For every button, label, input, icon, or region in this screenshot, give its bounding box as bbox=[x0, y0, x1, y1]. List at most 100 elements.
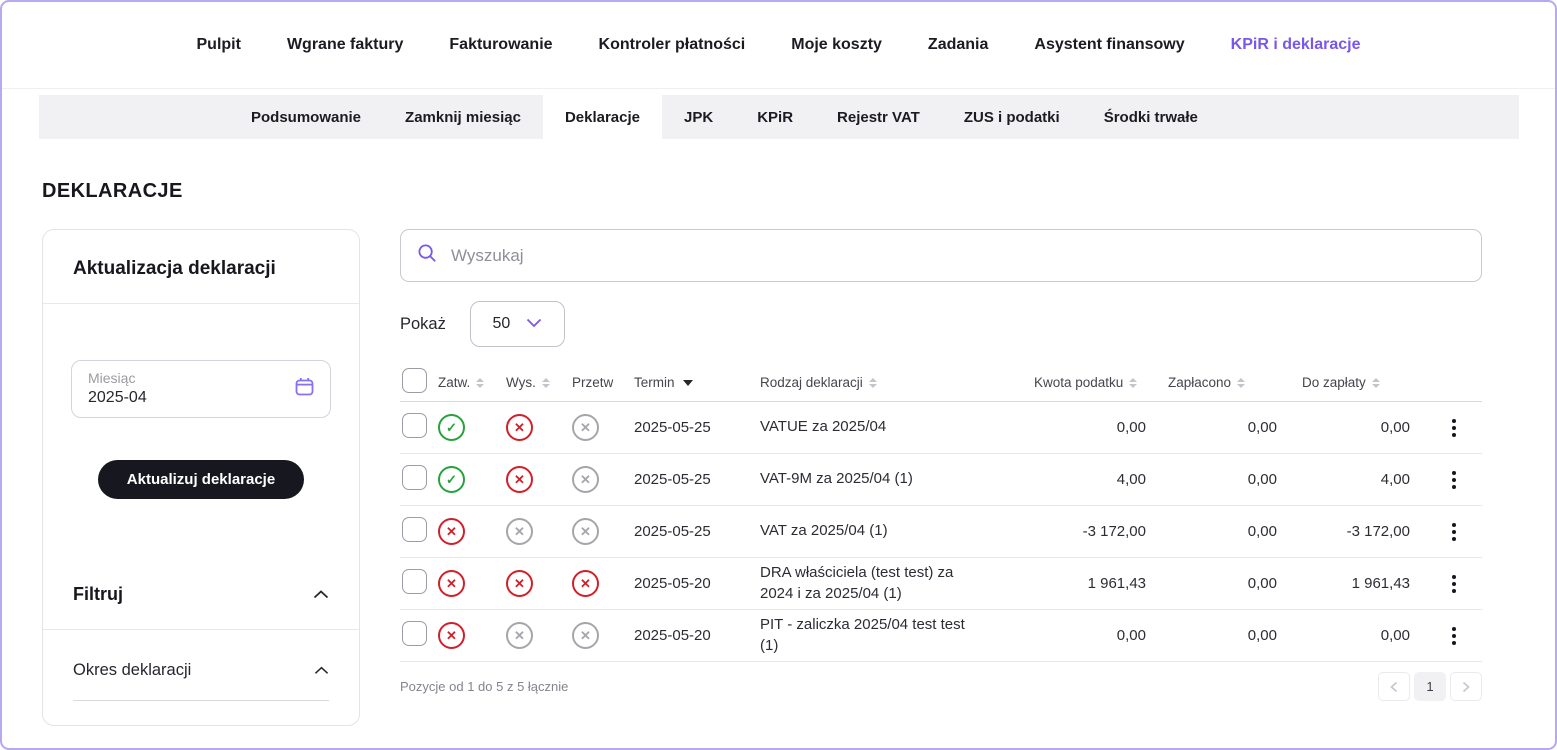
column-header-wys[interactable]: Wys. bbox=[506, 375, 572, 390]
calendar-icon[interactable] bbox=[294, 376, 315, 402]
update-declarations-button[interactable]: Aktualizuj deklaracje bbox=[97, 460, 305, 499]
tab-deklaracje[interactable]: Deklaracje bbox=[542, 95, 662, 139]
kwota-cell: 4,00 bbox=[1116, 471, 1146, 488]
divider bbox=[43, 303, 359, 304]
column-header-rodzaj[interactable]: Rodzaj deklaracji bbox=[760, 375, 1002, 390]
processed-status-icon bbox=[572, 518, 599, 545]
divider bbox=[43, 629, 359, 630]
approved-status-icon bbox=[438, 518, 465, 545]
approved-status-icon bbox=[438, 570, 465, 597]
declarations-table: Zatw. Wys. Przetw Termin Rodzaj deklarac… bbox=[400, 364, 1482, 701]
row-checkbox[interactable] bbox=[402, 620, 427, 646]
sort-icon bbox=[1371, 377, 1380, 388]
row-menu-kebab-icon[interactable] bbox=[1444, 518, 1464, 546]
update-declarations-card: Aktualizacja deklaracji Miesiąc 2025-04 bbox=[42, 229, 360, 726]
sub-navigation: Podsumowanie Zamknij miesiąc Deklaracje … bbox=[39, 95, 1519, 139]
row-checkbox[interactable] bbox=[402, 464, 427, 490]
column-header-przetw: Przetw bbox=[572, 375, 614, 390]
tab-jpk[interactable]: JPK bbox=[684, 108, 714, 126]
pagination-prev-button[interactable] bbox=[1378, 672, 1410, 701]
sent-status-icon bbox=[506, 414, 533, 441]
row-checkbox[interactable] bbox=[402, 568, 427, 594]
table-header-row: Zatw. Wys. Przetw Termin Rodzaj deklarac… bbox=[400, 364, 1482, 402]
chevron-right-icon bbox=[1462, 681, 1470, 693]
pagination: 1 bbox=[1378, 672, 1482, 701]
sent-status-icon bbox=[506, 466, 533, 493]
row-checkbox[interactable] bbox=[402, 516, 427, 542]
nav-item-kontroler-platnosci[interactable]: Kontroler płatności bbox=[598, 36, 746, 53]
column-header-zaplacono[interactable]: Zapłacono bbox=[1162, 375, 1294, 390]
row-menu-kebab-icon[interactable] bbox=[1444, 570, 1464, 598]
nav-item-pulpit[interactable]: Pulpit bbox=[196, 36, 241, 53]
do-zaplaty-cell: 1 961,43 bbox=[1351, 575, 1410, 592]
termin-cell: 2025-05-25 bbox=[634, 419, 711, 436]
approved-status-icon bbox=[438, 466, 465, 493]
row-checkbox[interactable] bbox=[402, 412, 427, 438]
chevron-down-icon bbox=[526, 315, 542, 333]
sort-desc-icon bbox=[682, 379, 693, 386]
kwota-cell: 1 961,43 bbox=[1087, 575, 1146, 592]
row-menu-kebab-icon[interactable] bbox=[1444, 622, 1464, 650]
tab-rejestr-vat[interactable]: Rejestr VAT bbox=[837, 108, 920, 126]
sort-icon bbox=[868, 377, 877, 388]
search-box bbox=[400, 229, 1482, 282]
nav-item-fakturowanie[interactable]: Fakturowanie bbox=[449, 36, 553, 53]
table-row: 2025-05-25 VAT-9M za 2025/04 (1) 4,00 0,… bbox=[400, 454, 1482, 506]
show-label: Pokaż bbox=[400, 314, 446, 333]
column-header-zatw[interactable]: Zatw. bbox=[438, 375, 506, 390]
processed-status-icon bbox=[572, 570, 599, 597]
nav-item-moje-koszty[interactable]: Moje koszty bbox=[791, 36, 882, 53]
nav-item-asystent-finansowy[interactable]: Asystent finansowy bbox=[1034, 36, 1185, 53]
filter-section-okres-deklaracji[interactable]: Okres deklaracji bbox=[73, 661, 329, 680]
nav-item-kpir-i-deklaracje[interactable]: KPiR i deklaracje bbox=[1230, 36, 1361, 53]
table-row: 2025-05-20 PIT - zaliczka 2025/04 test t… bbox=[400, 610, 1482, 662]
kwota-cell: 0,00 bbox=[1116, 419, 1146, 436]
sent-status-icon bbox=[506, 570, 533, 597]
approved-status-icon bbox=[438, 622, 465, 649]
termin-cell: 2025-05-20 bbox=[634, 627, 711, 644]
filter-header-label: Filtruj bbox=[73, 584, 123, 604]
page-size-select[interactable]: 50 bbox=[469, 301, 565, 347]
tab-podsumowanie[interactable]: Podsumowanie bbox=[251, 108, 362, 126]
kwota-cell: -3 172,00 bbox=[1082, 523, 1146, 540]
tab-zamknij-miesiac[interactable]: Zamknij miesiąc bbox=[405, 108, 521, 126]
sort-icon bbox=[1237, 377, 1246, 388]
select-all-checkbox[interactable] bbox=[402, 367, 427, 393]
month-field-value: 2025-04 bbox=[88, 389, 147, 406]
chevron-left-icon bbox=[1390, 681, 1398, 693]
nav-item-zadania[interactable]: Zadania bbox=[927, 36, 989, 53]
search-icon bbox=[417, 243, 438, 269]
chevron-up-icon bbox=[314, 662, 329, 680]
nav-item-wgrane-faktury[interactable]: Wgrane faktury bbox=[286, 36, 404, 53]
zaplacono-cell: 0,00 bbox=[1247, 471, 1277, 488]
table-row: 2025-05-25 VATUE za 2025/04 0,00 0,00 0,… bbox=[400, 402, 1482, 454]
column-header-kwota[interactable]: Kwota podatku bbox=[1002, 375, 1162, 390]
tab-zus-i-podatki[interactable]: ZUS i podatki bbox=[963, 108, 1060, 126]
page-size-value: 50 bbox=[492, 315, 511, 332]
month-field[interactable]: Miesiąc 2025-04 bbox=[71, 360, 331, 418]
table-row: 2025-05-20 DRA właściciela (test test) z… bbox=[400, 558, 1482, 610]
filter-section-label: Okres deklaracji bbox=[73, 661, 192, 679]
pagination-page-1[interactable]: 1 bbox=[1414, 672, 1446, 701]
zaplacono-cell: 0,00 bbox=[1247, 627, 1277, 644]
pagination-next-button[interactable] bbox=[1450, 672, 1482, 701]
top-navigation: Pulpit Wgrane faktury Fakturowanie Kontr… bbox=[2, 2, 1555, 89]
do-zaplaty-cell: -3 172,00 bbox=[1346, 523, 1410, 540]
sort-icon bbox=[476, 377, 485, 388]
search-input[interactable] bbox=[451, 245, 1465, 266]
sub-navigation-wrap: Podsumowanie Zamknij miesiąc Deklaracje … bbox=[2, 89, 1555, 139]
filter-header[interactable]: Filtruj bbox=[73, 584, 329, 605]
termin-cell: 2025-05-25 bbox=[634, 471, 711, 488]
row-menu-kebab-icon[interactable] bbox=[1444, 466, 1464, 494]
table-summary: Pozycje od 1 do 5 z 5 łącznie bbox=[400, 679, 569, 694]
rodzaj-cell: PIT - zaliczka 2025/04 test test (1) bbox=[760, 616, 965, 654]
column-header-do-zaplaty[interactable]: Do zapłaty bbox=[1294, 375, 1426, 390]
rodzaj-cell: VAT-9M za 2025/04 (1) bbox=[760, 470, 913, 488]
column-header-termin[interactable]: Termin bbox=[634, 375, 760, 390]
sort-icon bbox=[541, 377, 550, 388]
chevron-up-icon bbox=[313, 586, 329, 604]
tab-srodki-trwale[interactable]: Środki trwałe bbox=[1103, 108, 1198, 126]
row-menu-kebab-icon[interactable] bbox=[1444, 414, 1464, 442]
tab-kpir[interactable]: KPiR bbox=[757, 108, 794, 126]
do-zaplaty-cell: 0,00 bbox=[1380, 419, 1410, 436]
